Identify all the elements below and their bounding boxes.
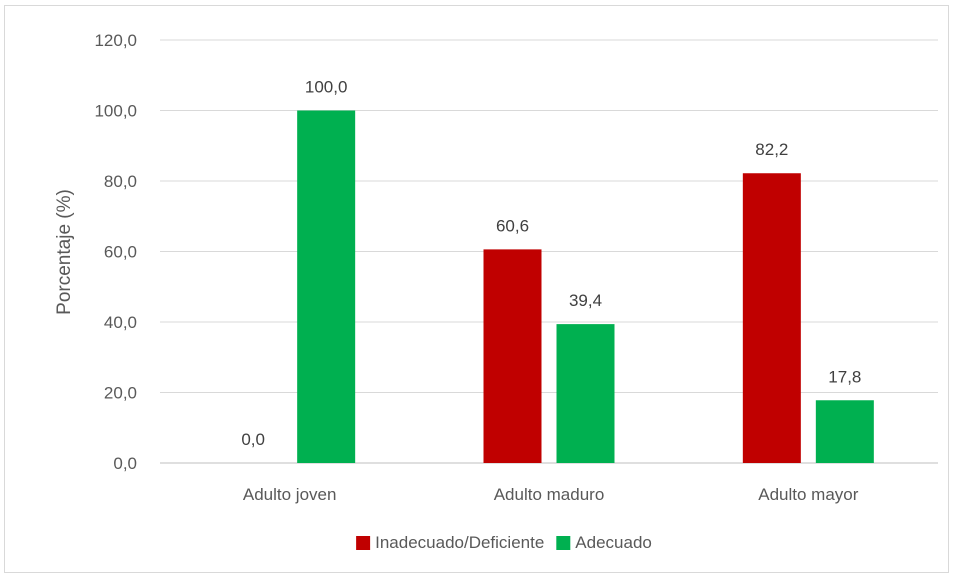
data-labels: 0,0 100,0 60,6 39,4 82,2 17,8 xyxy=(241,78,861,450)
y-tick-label: 80,0 xyxy=(104,172,137,191)
y-tick-label: 120,0 xyxy=(94,31,137,50)
bar-adecuado xyxy=(297,110,356,463)
legend-item: Inadecuado/Deficiente xyxy=(356,533,544,552)
data-label: 0,0 xyxy=(241,430,265,449)
data-label: 39,4 xyxy=(569,291,602,310)
y-tick-label: 0,0 xyxy=(113,454,137,473)
data-label: 17,8 xyxy=(828,367,861,386)
bar-inadecuado-deficiente xyxy=(483,249,542,463)
legend-item: Adecuado xyxy=(556,533,652,552)
legend-label: Inadecuado/Deficiente xyxy=(375,533,544,552)
bar-inadecuado-deficiente xyxy=(742,173,801,463)
x-category-label: Adulto maduro xyxy=(494,485,605,504)
x-category-labels: Adulto joven Adulto maduro Adulto mayor xyxy=(243,485,859,504)
y-tick-labels: 0,0 20,0 40,0 60,0 80,0 100,0 120,0 xyxy=(94,31,137,473)
legend-swatch xyxy=(556,536,571,550)
y-tick-label: 20,0 xyxy=(104,384,137,403)
x-category-label: Adulto mayor xyxy=(758,485,858,504)
legend-label: Adecuado xyxy=(575,533,652,552)
y-tick-label: 100,0 xyxy=(94,102,137,121)
bar-adecuado xyxy=(815,400,874,463)
data-label: 82,2 xyxy=(755,140,788,159)
data-label: 60,6 xyxy=(496,216,529,235)
gridlines xyxy=(160,39,938,464)
legend: Inadecuado/Deficiente Adecuado xyxy=(356,533,652,552)
y-tick-label: 60,0 xyxy=(104,243,137,262)
legend-swatch xyxy=(356,536,371,550)
y-tick-label: 40,0 xyxy=(104,313,137,332)
bar-adecuado xyxy=(556,324,615,463)
y-axis-label: Porcentaje (%) xyxy=(54,189,75,315)
data-label: 100,0 xyxy=(305,78,348,97)
x-category-label: Adulto joven xyxy=(243,485,337,504)
bars xyxy=(297,110,874,463)
